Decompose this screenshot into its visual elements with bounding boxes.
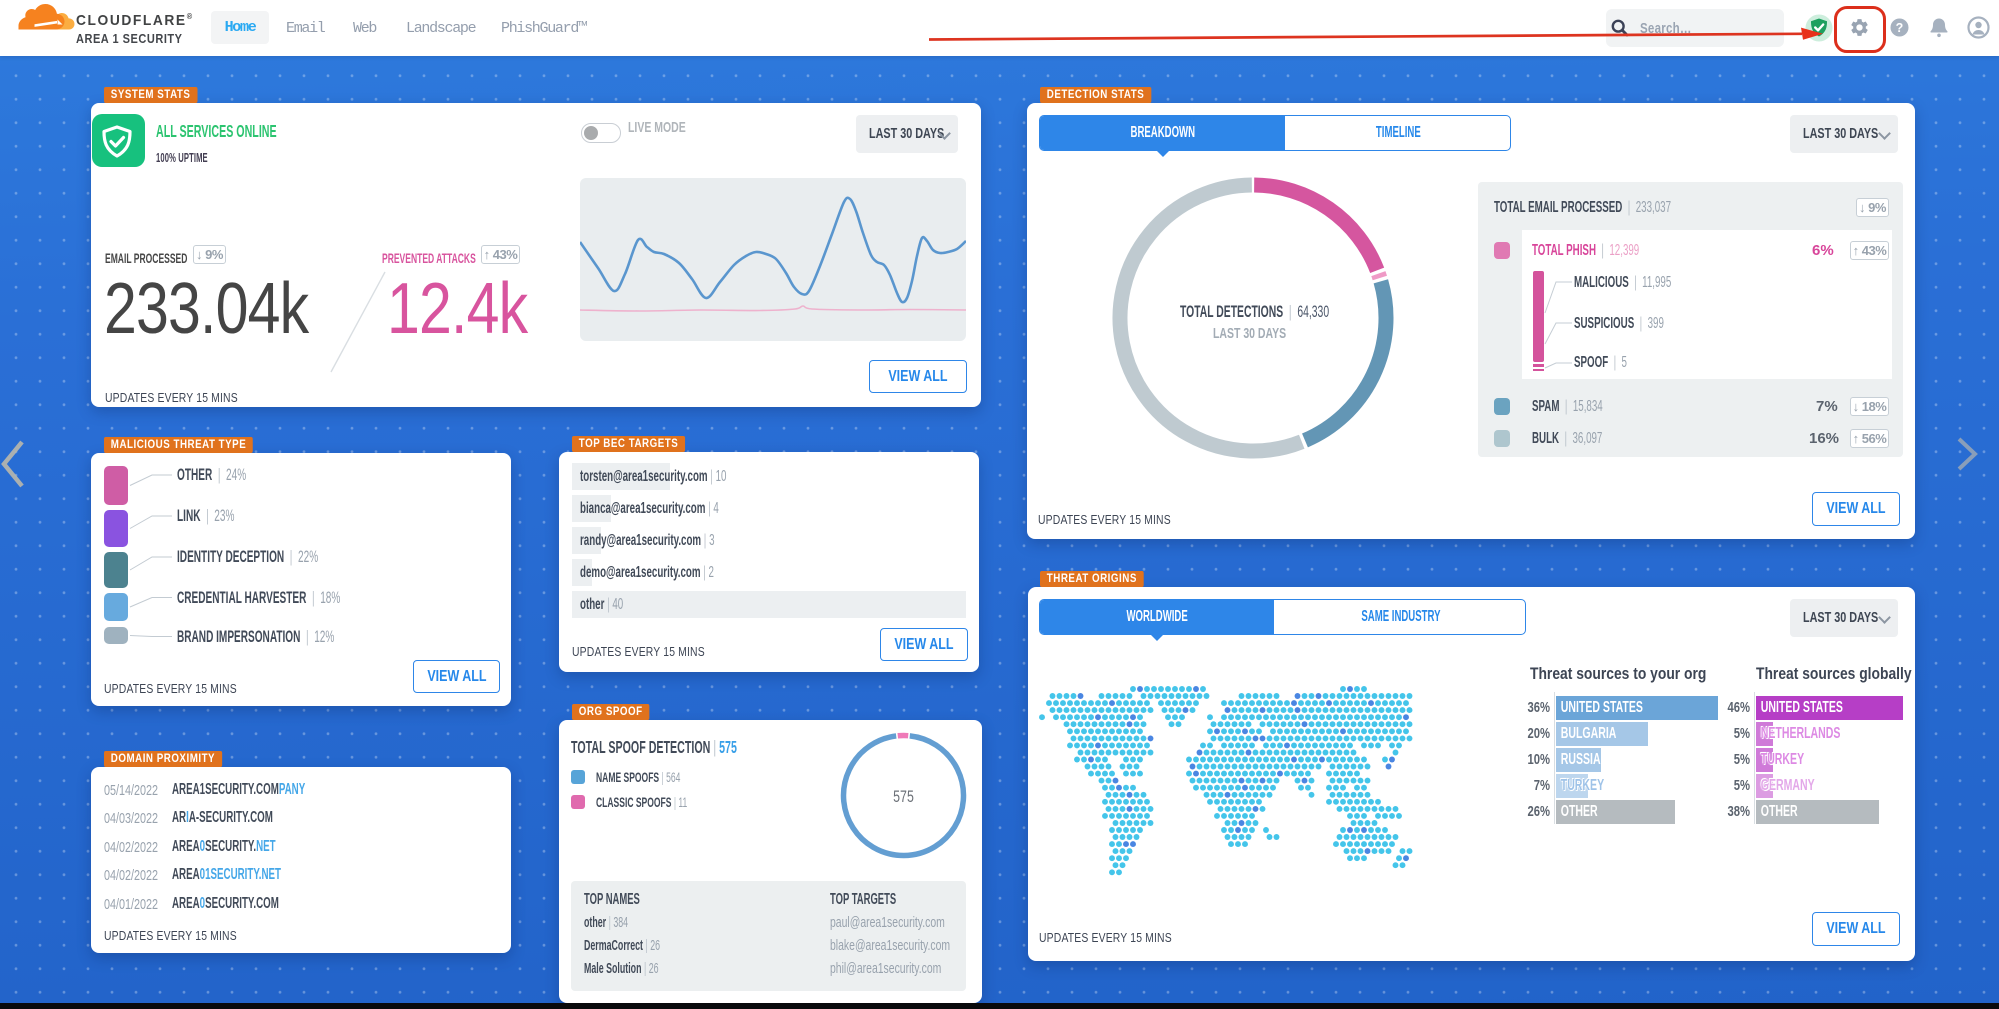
svg-text:?: ? [1896, 21, 1904, 35]
